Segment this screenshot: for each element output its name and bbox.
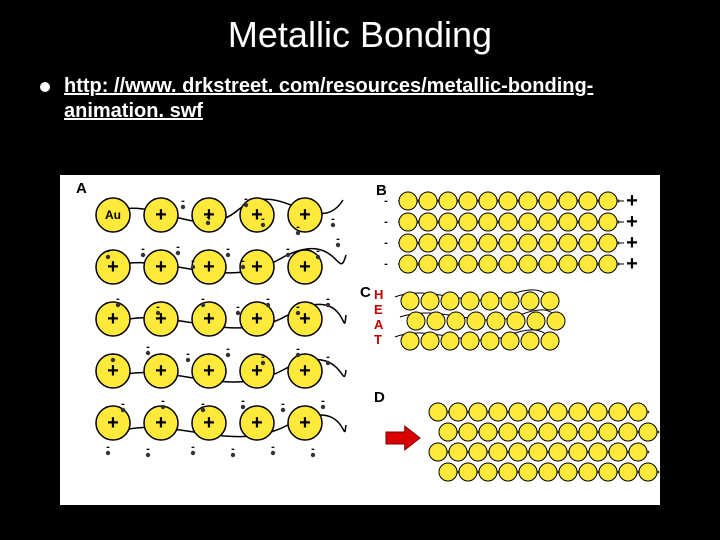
svg-text:H: H xyxy=(374,287,383,302)
svg-text:+: + xyxy=(626,232,638,254)
svg-text:+: + xyxy=(626,190,638,212)
svg-text:-: - xyxy=(311,443,315,455)
svg-text:-: - xyxy=(384,237,388,249)
svg-text:-: - xyxy=(281,398,285,410)
svg-text:-: - xyxy=(261,213,265,225)
svg-text:-: - xyxy=(384,195,388,207)
svg-text:D: D xyxy=(374,389,385,406)
svg-text:-: - xyxy=(146,341,150,353)
svg-text:-: - xyxy=(296,301,300,313)
svg-text:A: A xyxy=(76,180,87,197)
svg-text:-: - xyxy=(116,293,120,305)
bullet-row: http: //www. drkstreet. com/resources/me… xyxy=(0,56,720,134)
svg-text:+: + xyxy=(155,256,167,278)
svg-text:-: - xyxy=(106,245,110,257)
svg-text:+: + xyxy=(155,360,167,382)
svg-text:Au: Au xyxy=(105,208,121,222)
svg-text:-: - xyxy=(296,343,300,355)
svg-text:+: + xyxy=(299,256,311,278)
svg-text:+: + xyxy=(155,204,167,226)
slide-title: Metallic Bonding xyxy=(0,0,720,56)
svg-text:-: - xyxy=(236,301,240,313)
svg-text:-: - xyxy=(156,301,160,313)
svg-text:-: - xyxy=(161,395,165,407)
svg-text:T: T xyxy=(374,332,382,347)
svg-text:A: A xyxy=(374,317,384,332)
svg-text:+: + xyxy=(203,360,215,382)
resource-link[interactable]: http: //www. drkstreet. com/resources/me… xyxy=(64,74,680,124)
svg-text:-: - xyxy=(201,398,205,410)
svg-text:+: + xyxy=(626,253,638,275)
svg-text:-: - xyxy=(384,258,388,270)
svg-text:-: - xyxy=(121,398,125,410)
svg-text:-: - xyxy=(106,441,110,453)
svg-text:+: + xyxy=(203,412,215,434)
svg-text:+: + xyxy=(626,211,638,233)
svg-text:+: + xyxy=(251,256,263,278)
panel-b: B-+-+-+-+ xyxy=(376,182,638,275)
svg-text:-: - xyxy=(191,441,195,453)
bullet-icon xyxy=(40,82,50,92)
svg-text:-: - xyxy=(321,395,325,407)
svg-text:-: - xyxy=(226,243,230,255)
svg-text:+: + xyxy=(251,308,263,330)
svg-text:-: - xyxy=(336,233,340,245)
svg-text:-: - xyxy=(286,243,290,255)
svg-text:-: - xyxy=(181,195,185,207)
svg-text:-: - xyxy=(261,351,265,363)
svg-text:-: - xyxy=(141,243,145,255)
svg-text:-: - xyxy=(146,443,150,455)
svg-text:-: - xyxy=(271,441,275,453)
panel-d: D xyxy=(374,389,659,481)
svg-text:+: + xyxy=(251,412,263,434)
svg-text:+: + xyxy=(107,256,119,278)
svg-text:-: - xyxy=(111,348,115,360)
svg-text:-: - xyxy=(186,348,190,360)
svg-text:+: + xyxy=(107,308,119,330)
svg-text:-: - xyxy=(241,395,245,407)
svg-text:-: - xyxy=(176,241,180,253)
svg-text:-: - xyxy=(191,255,195,267)
svg-text:-: - xyxy=(326,351,330,363)
svg-text:+: + xyxy=(203,256,215,278)
svg-text:-: - xyxy=(206,211,210,223)
svg-text:-: - xyxy=(326,293,330,305)
svg-text:-: - xyxy=(384,216,388,228)
svg-text:-: - xyxy=(296,221,300,233)
svg-text:-: - xyxy=(266,293,270,305)
svg-text:-: - xyxy=(331,213,335,225)
panel-c: CHEAT xyxy=(360,284,565,350)
panel-a: AAu++++++++++++++++++++++++-------------… xyxy=(76,180,346,457)
svg-text:-: - xyxy=(231,443,235,455)
svg-text:+: + xyxy=(155,412,167,434)
svg-text:-: - xyxy=(244,193,248,205)
svg-text:-: - xyxy=(316,245,320,257)
svg-text:+: + xyxy=(299,412,311,434)
diagram-figure: AAu++++++++++++++++++++++++-------------… xyxy=(60,175,660,505)
svg-text:-: - xyxy=(241,255,245,267)
svg-text:+: + xyxy=(299,204,311,226)
svg-text:+: + xyxy=(299,308,311,330)
svg-text:E: E xyxy=(374,302,383,317)
svg-text:-: - xyxy=(226,343,230,355)
svg-text:+: + xyxy=(203,308,215,330)
svg-text:+: + xyxy=(299,360,311,382)
svg-text:C: C xyxy=(360,284,371,301)
svg-text:+: + xyxy=(107,412,119,434)
svg-text:-: - xyxy=(201,293,205,305)
svg-text:+: + xyxy=(107,360,119,382)
